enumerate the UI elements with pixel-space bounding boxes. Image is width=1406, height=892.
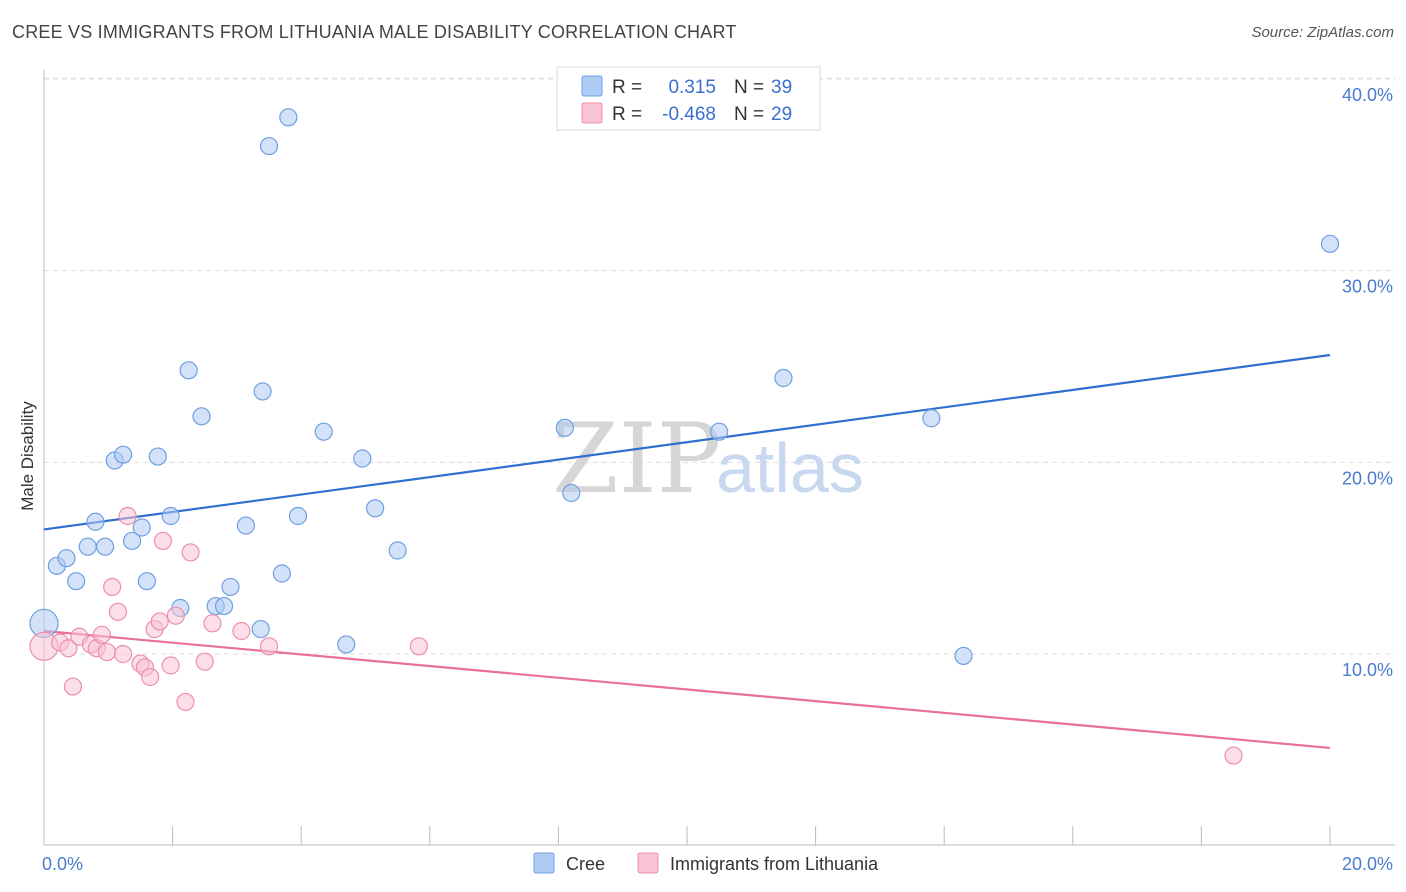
point-lithuania-10 [108,602,128,621]
point-cree-11 [137,572,156,591]
y-tick-label-2: 30.0% [1342,277,1393,297]
point-cree-13 [161,506,180,526]
point-lithuania-23 [195,652,214,671]
trend-line-lithuania [43,629,1331,750]
legend-swatch-lithuania [581,102,603,124]
point-lithuania-21 [176,692,195,712]
legend-swatch-cree [581,75,603,97]
legend-n-label-0: N = [734,77,764,98]
point-lithuania-19 [161,656,180,675]
point-cree-27 [314,422,333,441]
point-lithuania-27 [409,637,428,656]
point-cree-22 [253,382,272,401]
point-cree-28 [337,635,356,654]
bottom-legend: Cree Immigrants from Lithuania [533,852,879,874]
point-lithuania-26 [259,637,279,656]
point-lithuania-20 [166,606,185,625]
point-lithuania-24 [203,614,222,633]
point-lithuania-3 [63,677,83,696]
legend-r-value-1: -0.468 [662,104,716,125]
point-cree-12 [148,447,167,466]
source-label: Source: ZipAtlas.com [1251,24,1394,41]
bottom-legend-swatch-lithuania [637,852,659,874]
point-cree-4 [78,537,97,556]
point-cree-26 [288,506,308,526]
point-cree-2 [57,549,76,568]
data-points [29,108,1340,765]
point-cree-16 [192,407,211,426]
point-cree-6 [95,537,115,556]
point-cree-38 [1320,234,1340,253]
point-cree-31 [388,541,407,560]
bottom-legend-cree: Cree [566,854,605,874]
y-tick-label-3: 40.0% [1342,85,1393,105]
point-cree-21 [251,619,270,639]
axes [43,70,1395,846]
chart-title: CREE VS IMMIGRANTS FROM LITHUANIA MALE D… [12,22,737,42]
watermark: ZIP atlas [552,403,864,515]
point-lithuania-28 [1224,746,1243,765]
point-cree-19 [221,577,240,597]
point-cree-30 [366,499,385,518]
point-lithuania-7 [92,625,111,644]
y-tick-label-0: 10.0% [1342,660,1393,680]
legend-n-value-0: 39 [771,77,792,98]
legend-n-value-1: 29 [771,104,792,125]
legend: R = 0.315 N = 39 R = -0.468 N = 29 [556,66,821,131]
point-lithuania-2 [59,639,78,658]
point-lithuania-12 [118,506,137,526]
point-cree-8 [113,445,133,464]
point-cree-5 [86,512,105,531]
legend-r-label-1: R = [612,104,642,125]
point-cree-20 [236,516,256,535]
point-cree-15 [179,361,198,380]
point-cree-37 [954,646,973,666]
x-tick-label-1: 20.0% [1342,854,1393,874]
point-cree-36 [922,409,941,428]
trend-lines [43,353,1331,750]
point-lithuania-17 [150,612,169,631]
point-lithuania-9 [103,577,122,597]
legend-r-value-0: 0.315 [668,77,716,98]
legend-r-label-0: R = [612,77,642,98]
point-cree-25 [279,108,298,127]
watermark-atlas: atlas [716,429,864,507]
watermark-zip: ZIP [552,403,721,515]
point-cree-3 [67,572,86,591]
y-tick-label-1: 20.0% [1342,468,1393,488]
bottom-legend-swatch-cree [533,852,555,874]
point-cree-24 [272,564,292,583]
bottom-legend-lithuania: Immigrants from Lithuania [670,854,879,874]
point-lithuania-8 [97,642,117,662]
point-cree-32 [555,418,574,437]
point-cree-9 [122,531,142,551]
point-cree-18 [214,596,234,616]
point-cree-35 [774,368,793,388]
point-cree-10 [132,518,151,537]
gridlines [44,77,1395,655]
y-axis-title: Male Disability [18,401,37,511]
point-lithuania-25 [232,621,251,641]
point-cree-34 [710,422,729,441]
trend-line-cree [43,353,1331,531]
point-lithuania-18 [153,531,173,551]
point-lithuania-22 [181,543,200,562]
point-cree-23 [259,136,279,156]
point-lithuania-11 [113,644,133,664]
point-lithuania-15 [140,667,160,687]
point-cree-33 [562,483,581,503]
x-tick-label-0: 0.0% [42,854,83,874]
tick-labels: 10.0% 20.0% 30.0% 40.0% 0.0% 20.0% [42,85,1393,874]
legend-n-label-1: N = [734,104,764,125]
point-cree-29 [353,449,372,468]
